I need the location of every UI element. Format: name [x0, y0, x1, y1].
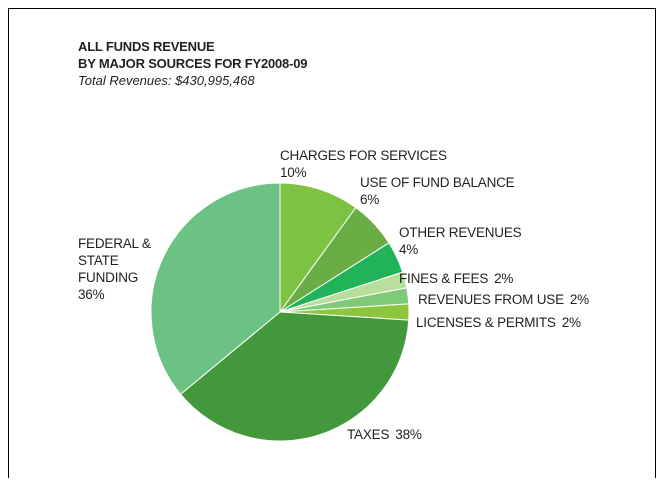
pie-slice	[279, 182, 357, 314]
slice-label: FEDERAL & STATE FUNDING 36%	[78, 235, 168, 303]
category-label: TAXES	[347, 427, 390, 442]
slice-label: FINES & FEES 2%	[399, 270, 513, 287]
pie-slice	[179, 311, 410, 442]
category-label: FINES & FEES	[399, 271, 489, 286]
slice-label: CHARGES FOR SERVICES 10%	[280, 147, 447, 181]
chart-title: BY MAJOR SOURCES FOR FY2008-09	[78, 56, 308, 71]
value-label: 38%	[395, 427, 422, 442]
value-label: 2%	[494, 271, 514, 286]
slice-label: LICENSES & PERMITS 2%	[416, 314, 581, 331]
slice-label: OTHER REVENUES 4%	[399, 224, 522, 258]
category-label: REVENUES FROM USE	[418, 292, 564, 307]
value-label: 10%	[280, 165, 307, 180]
value-label: 4%	[399, 242, 419, 257]
category-label: CHARGES FOR SERVICES	[280, 148, 447, 163]
slice-label: TAXES 38%	[347, 426, 422, 443]
pie-slice	[150, 182, 281, 395]
value-label: 2%	[569, 292, 589, 307]
category-label: FEDERAL & STATE FUNDING	[78, 236, 151, 285]
slice-label: USE OF FUND BALANCE 6%	[360, 174, 515, 208]
chart-title: ALL FUNDS REVENUE	[78, 39, 215, 54]
category-label: USE OF FUND BALANCE	[360, 175, 515, 190]
value-label: 2%	[561, 315, 581, 330]
value-label: 36%	[78, 287, 105, 302]
category-label: OTHER REVENUES	[399, 225, 522, 240]
category-label: LICENSES & PERMITS	[416, 315, 556, 330]
frame	[8, 8, 656, 478]
slice-label: REVENUES FROM USE 2%	[418, 291, 589, 308]
chart-subtitle: Total Revenues: $430,995,468	[78, 73, 255, 88]
value-label: 6%	[360, 192, 380, 207]
